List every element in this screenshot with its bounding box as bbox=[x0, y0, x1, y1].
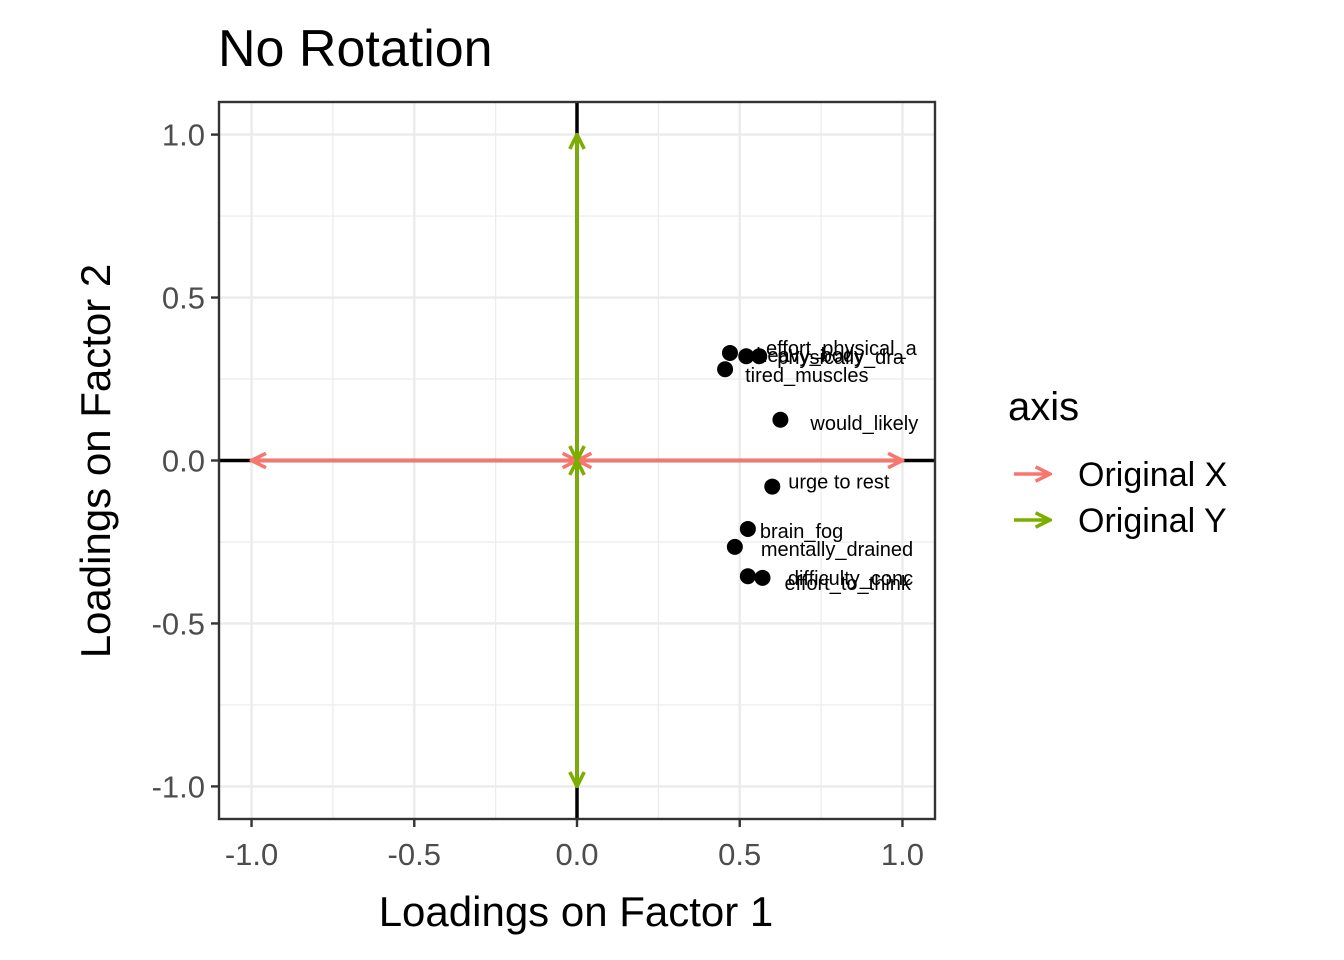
x-axis-title: Loadings on Factor 1 bbox=[379, 888, 774, 935]
y-tick-label: 0.0 bbox=[162, 444, 205, 479]
x-tick-label: 1.0 bbox=[881, 837, 924, 872]
point-label: physically_dra bbox=[777, 347, 905, 369]
point-label: difficulty_conc bbox=[788, 568, 913, 590]
legend: axis Original X Original Y bbox=[1008, 385, 1227, 540]
data-point bbox=[738, 348, 755, 365]
point-label: heavy_body bbox=[756, 345, 864, 367]
legend-label: Original X bbox=[1078, 456, 1227, 494]
x-tick-label: 0.5 bbox=[718, 837, 761, 872]
y-tick-label: 1.0 bbox=[162, 118, 205, 153]
data-point bbox=[754, 569, 771, 586]
point-label: would_likely bbox=[809, 413, 918, 435]
point-label: effort_to_think bbox=[785, 573, 912, 595]
x-tick-label: -1.0 bbox=[225, 837, 278, 872]
x-tick-label: -0.5 bbox=[388, 837, 441, 872]
point-label: effort_physical_a bbox=[766, 338, 918, 360]
data-point bbox=[739, 568, 756, 585]
data-point bbox=[751, 348, 768, 365]
point-label: urge to rest bbox=[788, 472, 890, 494]
point-label: tired_muscles bbox=[745, 365, 868, 387]
data-point bbox=[721, 344, 738, 361]
y-axis-title: Loadings on Factor 2 bbox=[72, 264, 119, 659]
legend-label: Original Y bbox=[1078, 502, 1227, 540]
point-label: mentally_drained bbox=[761, 539, 913, 561]
panel-content: effort_physical_aheavy_bodyphysically_dr… bbox=[219, 102, 935, 819]
data-point bbox=[717, 361, 734, 378]
plot-panel: effort_physical_aheavy_bodyphysically_dr… bbox=[152, 100, 937, 872]
data-point bbox=[726, 538, 743, 555]
y-tick-label: -1.0 bbox=[152, 769, 205, 804]
point-label: brain_fog bbox=[760, 521, 843, 543]
data-point bbox=[739, 520, 756, 537]
legend-title: axis bbox=[1008, 385, 1079, 429]
data-point bbox=[772, 411, 789, 428]
y-tick-label: 0.5 bbox=[162, 281, 205, 316]
data-point bbox=[764, 478, 781, 495]
x-tick-label: 0.0 bbox=[555, 837, 598, 872]
y-tick-label: -0.5 bbox=[152, 606, 205, 641]
chart-title: No Rotation bbox=[218, 20, 493, 78]
